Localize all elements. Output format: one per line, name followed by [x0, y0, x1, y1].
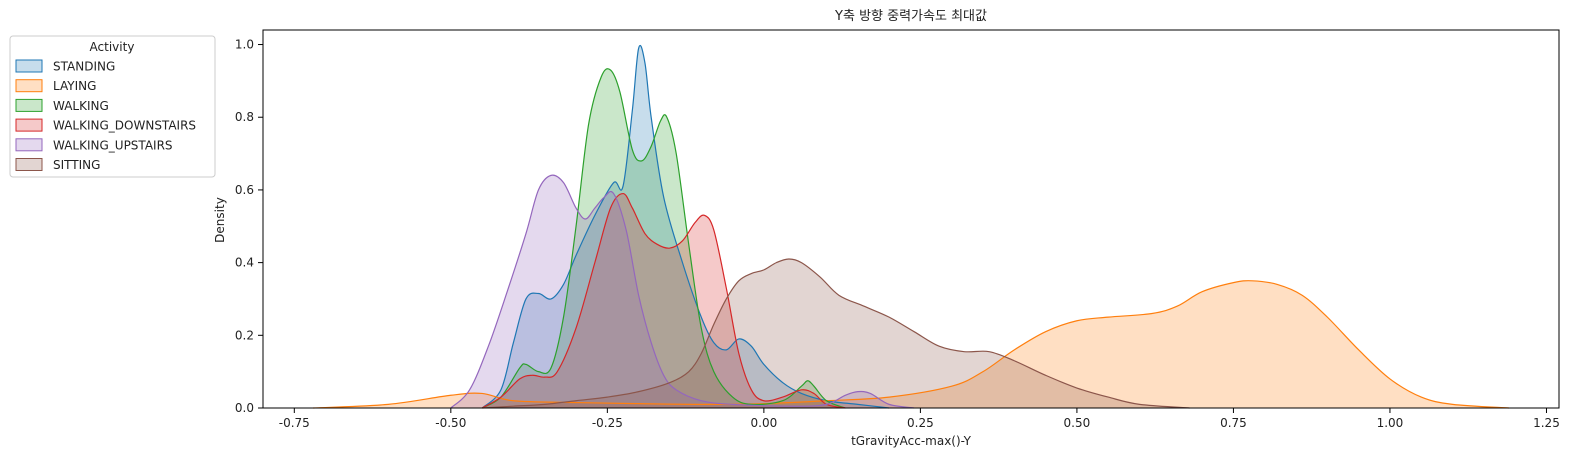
legend-swatch-walking-downstairs — [15, 118, 43, 132]
plot-frame — [262, 29, 1560, 409]
density-area-walking — [482, 68, 846, 409]
legend-label-walking-upstairs: WALKING_UPSTAIRS — [53, 138, 173, 152]
legend-swatch-walking-upstairs — [15, 138, 43, 152]
x-tick-label: -0.50 — [435, 416, 466, 430]
x-tick-label: 1.25 — [1533, 416, 1560, 430]
y-tick-label: 0.0 — [235, 401, 254, 415]
density-area-sitting — [482, 258, 1190, 408]
y-tick-label: 0.4 — [235, 256, 254, 270]
y-tick-label: 0.8 — [235, 110, 254, 124]
x-tick-label: -0.25 — [592, 416, 623, 430]
x-tick-label: 0.00 — [751, 416, 778, 430]
y-tick-label: 0.2 — [235, 328, 254, 342]
legend-swatch-sitting — [15, 158, 43, 171]
y-axis: 0.0 0.2 0.4 0.6 0.8 1.0 — [235, 38, 263, 415]
legend-label-walking: WALKING — [53, 99, 109, 113]
x-tick-label: 0.50 — [1064, 416, 1091, 430]
legend-swatch-standing — [15, 59, 43, 73]
density-area-laying — [313, 280, 1509, 408]
chart-title: Y축 방향 중력가속도 최대값 — [834, 9, 987, 24]
x-tick-label: 0.25 — [907, 416, 934, 430]
density-line-sitting — [482, 258, 1190, 409]
plot-areas — [313, 45, 1509, 409]
legend-title: Activity — [90, 40, 135, 54]
x-axis: -0.75 -0.50 -0.25 0.00 0.25 0.50 0.75 1.00 1.25 — [279, 408, 1560, 430]
x-tick-label: 0.75 — [1220, 416, 1247, 430]
density-line-walking-downstairs — [481, 192, 846, 409]
density-line-walking-upstairs — [450, 174, 915, 409]
density-line-standing — [481, 44, 890, 409]
legend-swatch-walking — [15, 98, 43, 112]
legend-label-walking-downstairs: WALKING_DOWNSTAIRS — [53, 119, 196, 133]
x-tick-label: 1.00 — [1377, 416, 1404, 430]
legend-items: STANDING LAYING WALKING WALKING_DOWNSTAIRS W… — [15, 59, 196, 172]
y-tick-label: 1.0 — [235, 38, 254, 52]
density-line-walking — [481, 68, 846, 409]
x-tick-label: -0.75 — [279, 416, 310, 430]
legend: Activity STANDING LAYING WALKING WALKING_DO… — [9, 35, 216, 178]
legend-box — [9, 35, 216, 178]
legend-swatch-laying — [15, 79, 43, 93]
legend-label-standing: STANDING — [53, 60, 115, 74]
density-area-standing — [482, 45, 890, 409]
y-axis-label: Density — [213, 197, 227, 243]
plot-lines — [313, 44, 1509, 409]
legend-label-sitting: SITTING — [53, 158, 100, 172]
density-area-walking-downstairs — [482, 193, 846, 408]
legend-label-laying: LAYING — [53, 79, 96, 93]
y-tick-label: 0.6 — [235, 183, 254, 197]
x-axis-label: tGravityAcc-max()-Y — [851, 434, 971, 448]
density-area-walking-upstairs — [450, 175, 915, 408]
